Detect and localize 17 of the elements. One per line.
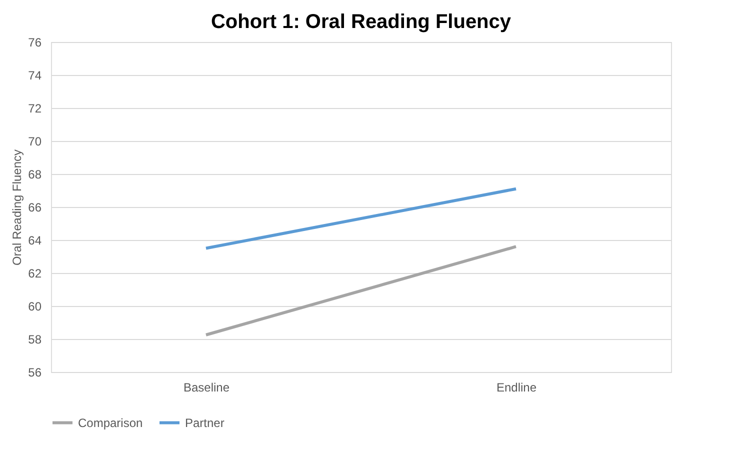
y-tick-label: 68 [28, 168, 42, 182]
chart-title: Cohort 1: Oral Reading Fluency [210, 11, 512, 33]
y-tick-label: 56 [28, 366, 42, 380]
y-tick-label: 66 [28, 200, 42, 214]
y-tick-label: 62 [28, 266, 42, 280]
x-tick-label: Baseline [183, 380, 230, 394]
legend-label: Partner [185, 416, 224, 430]
x-tick-label: Endline [496, 380, 537, 394]
y-tick-label: 60 [28, 300, 42, 314]
y-tick-label: 74 [28, 68, 42, 82]
y-tick-label: 76 [28, 36, 42, 50]
y-tick-label: 72 [28, 102, 42, 116]
legend-label: Comparison [78, 416, 143, 430]
y-tick-label: 70 [28, 134, 42, 148]
y-axis-title: Oral Reading Fluency [10, 149, 24, 266]
y-tick-label: 58 [28, 332, 42, 346]
y-tick-label: 64 [28, 234, 42, 248]
